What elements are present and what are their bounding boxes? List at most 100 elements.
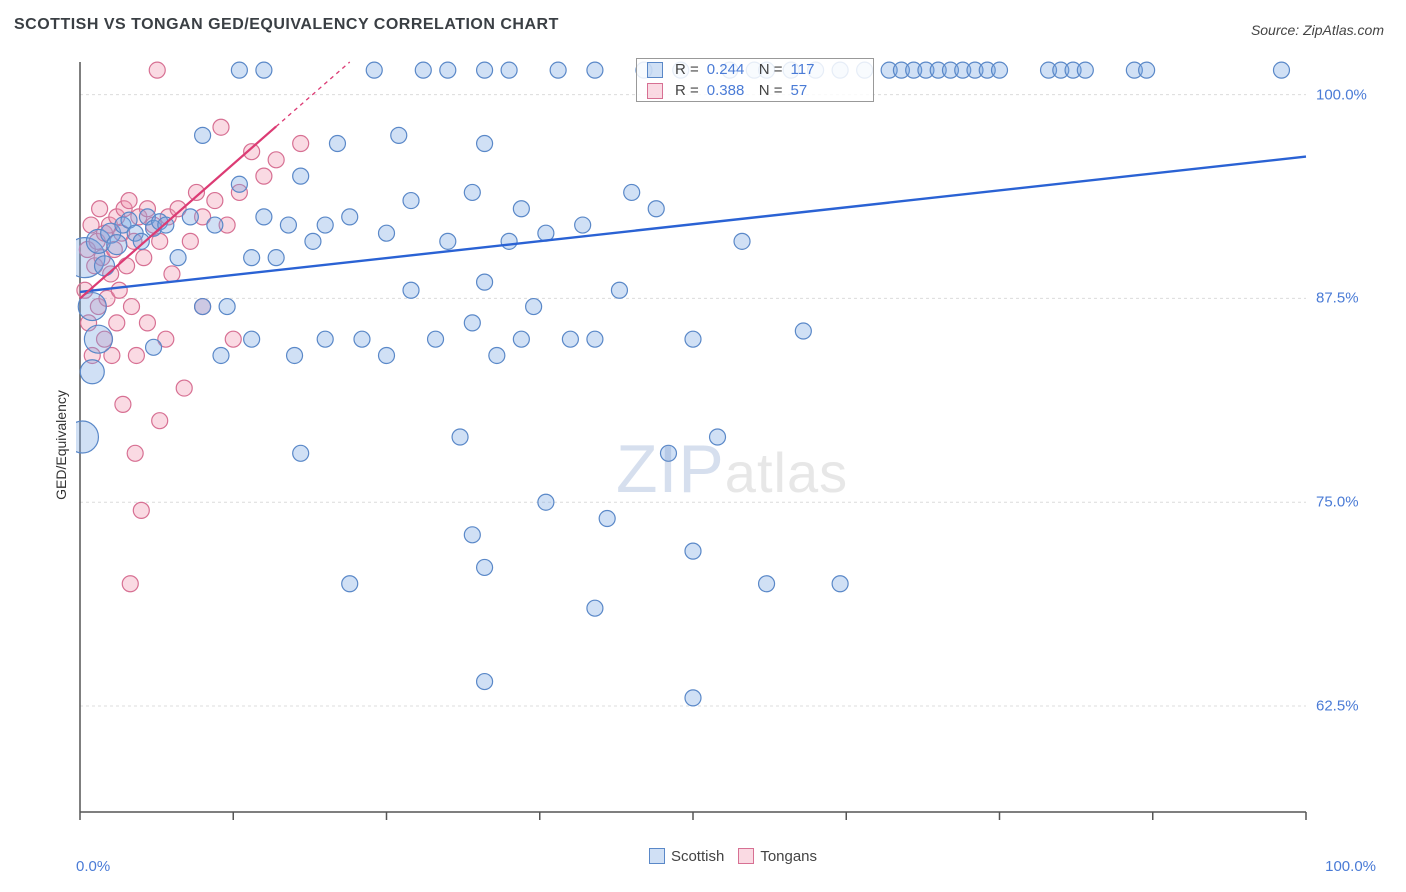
data-point-scottish — [317, 331, 333, 347]
data-point-scottish — [80, 360, 104, 384]
data-point-tongans — [256, 168, 272, 184]
data-point-scottish — [231, 176, 247, 192]
data-point-scottish — [244, 250, 260, 266]
data-point-tongans — [122, 576, 138, 592]
data-point-scottish — [354, 331, 370, 347]
data-point-scottish — [305, 233, 321, 249]
data-point-scottish — [293, 445, 309, 461]
data-point-scottish — [403, 193, 419, 209]
data-point-tongans — [268, 152, 284, 168]
data-point-scottish — [84, 325, 112, 353]
legend-label: Scottish — [671, 848, 724, 865]
legend-label: Tongans — [760, 848, 817, 865]
chart-source: Source: ZipAtlas.com — [1251, 22, 1384, 38]
data-point-scottish — [379, 225, 395, 241]
data-point-scottish — [685, 543, 701, 559]
data-point-scottish — [391, 127, 407, 143]
data-point-tongans — [207, 193, 223, 209]
data-point-scottish — [219, 299, 235, 315]
data-point-tongans — [164, 266, 180, 282]
data-point-scottish — [513, 331, 529, 347]
data-point-scottish — [1077, 62, 1093, 78]
data-point-scottish — [587, 331, 603, 347]
data-point-scottish — [685, 690, 701, 706]
data-point-scottish — [452, 429, 468, 445]
data-point-scottish — [293, 168, 309, 184]
data-point-scottish — [501, 62, 517, 78]
data-point-scottish — [501, 233, 517, 249]
data-point-scottish — [624, 184, 640, 200]
data-point-scottish — [76, 421, 98, 453]
data-point-scottish — [207, 217, 223, 233]
data-point-tongans — [111, 282, 127, 298]
data-point-scottish — [146, 339, 162, 355]
data-point-scottish — [170, 250, 186, 266]
data-point-scottish — [379, 347, 395, 363]
data-point-scottish — [133, 233, 149, 249]
y-tick-label: 75.0% — [1316, 494, 1359, 511]
chart-title: SCOTTISH VS TONGAN GED/EQUIVALENCY CORRE… — [14, 16, 559, 34]
y-axis-label: GED/Equivalency — [46, 60, 76, 830]
data-point-scottish — [317, 217, 333, 233]
stats-legend-row: R =0.244N =117 — [637, 59, 873, 80]
data-point-scottish — [366, 62, 382, 78]
data-point-tongans — [139, 315, 155, 331]
data-point-tongans — [92, 201, 108, 217]
data-point-scottish — [795, 323, 811, 339]
data-point-tongans — [121, 193, 137, 209]
data-point-scottish — [428, 331, 444, 347]
legend-swatch — [647, 62, 663, 78]
data-point-scottish — [1139, 62, 1155, 78]
data-point-scottish — [287, 347, 303, 363]
data-point-scottish — [477, 274, 493, 290]
data-point-scottish — [832, 576, 848, 592]
data-point-scottish — [268, 250, 284, 266]
data-point-scottish — [195, 127, 211, 143]
data-point-tongans — [225, 331, 241, 347]
data-point-scottish — [710, 429, 726, 445]
y-tick-label: 62.5% — [1316, 698, 1359, 715]
data-point-tongans — [133, 502, 149, 518]
data-point-scottish — [611, 282, 627, 298]
data-point-scottish — [464, 527, 480, 543]
legend-swatch — [738, 848, 754, 864]
data-point-scottish — [734, 233, 750, 249]
data-point-scottish — [213, 347, 229, 363]
data-point-scottish — [244, 331, 260, 347]
y-tick-label: 100.0% — [1316, 86, 1367, 103]
data-point-tongans — [123, 299, 139, 315]
data-point-tongans — [109, 315, 125, 331]
legend-swatch — [649, 848, 665, 864]
data-point-scottish — [329, 136, 345, 152]
data-point-scottish — [587, 600, 603, 616]
legend-swatch — [647, 83, 663, 99]
data-point-scottish — [477, 559, 493, 575]
data-point-scottish — [660, 445, 676, 461]
data-point-scottish — [415, 62, 431, 78]
data-point-scottish — [440, 233, 456, 249]
data-point-scottish — [489, 347, 505, 363]
data-point-scottish — [195, 299, 211, 315]
data-point-tongans — [128, 347, 144, 363]
data-point-scottish — [342, 576, 358, 592]
data-point-scottish — [685, 331, 701, 347]
data-point-tongans — [182, 233, 198, 249]
data-point-scottish — [575, 217, 591, 233]
data-point-scottish — [587, 62, 603, 78]
data-point-scottish — [231, 62, 247, 78]
data-point-scottish — [648, 201, 664, 217]
data-point-scottish — [550, 62, 566, 78]
data-point-scottish — [182, 209, 198, 225]
data-point-scottish — [256, 209, 272, 225]
y-tick-label: 87.5% — [1316, 290, 1359, 307]
data-point-scottish — [403, 282, 419, 298]
data-point-scottish — [513, 201, 529, 217]
data-point-tongans — [293, 136, 309, 152]
data-point-tongans — [115, 396, 131, 412]
data-point-scottish — [280, 217, 296, 233]
data-point-scottish — [562, 331, 578, 347]
data-point-scottish — [992, 62, 1008, 78]
data-point-scottish — [1273, 62, 1289, 78]
data-point-tongans — [176, 380, 192, 396]
data-point-scottish — [477, 136, 493, 152]
